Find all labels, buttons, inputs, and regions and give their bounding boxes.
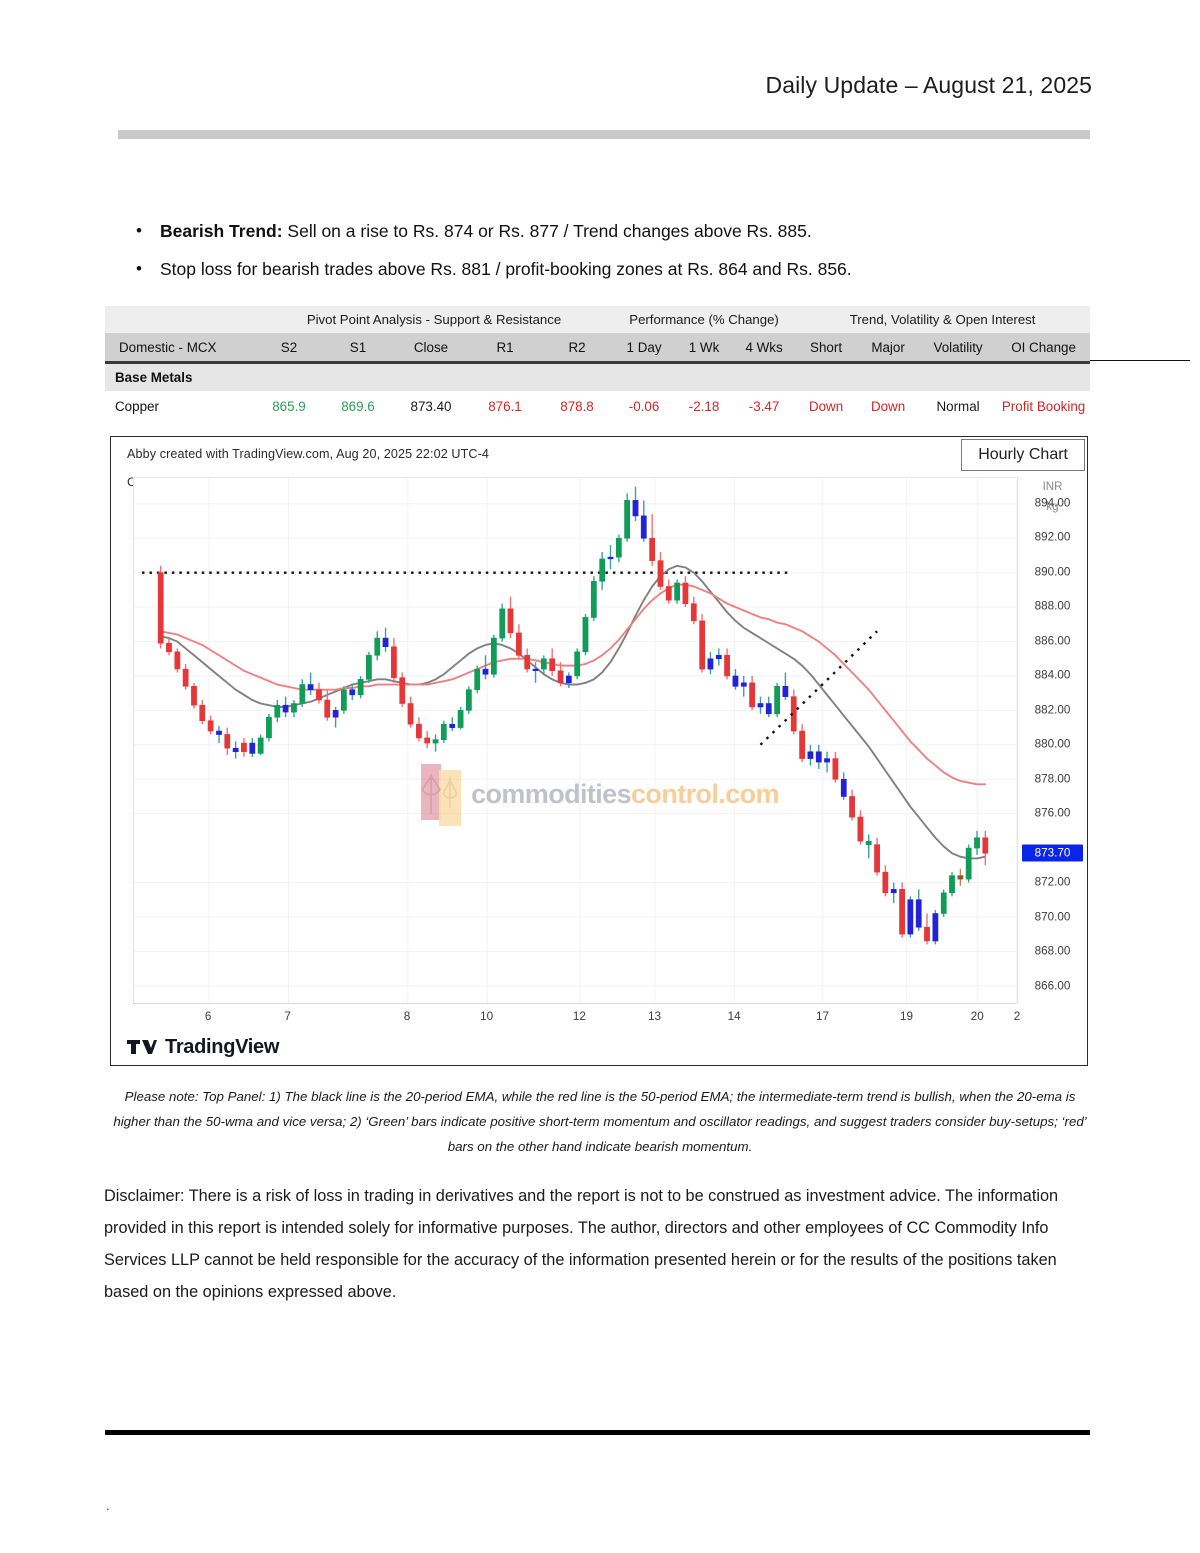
table-header-rule: [105, 361, 1091, 364]
list-item: • Bearish Trend: Sell on a rise to Rs. 8…: [130, 218, 1090, 244]
price-chart[interactable]: Abby created with TradingView.com, Aug 2…: [110, 436, 1088, 1066]
price-tick: 884.00: [1034, 668, 1071, 682]
table-cell: Down: [857, 390, 920, 422]
time-tick: 7: [284, 1010, 291, 1023]
table-column-header[interactable]: OI Change: [997, 333, 1091, 361]
bullet-body: Sell on a rise to Rs. 874 or Rs. 877 / T…: [282, 221, 812, 241]
price-tick: 866.00: [1034, 979, 1071, 993]
table-cell: Normal: [919, 390, 998, 422]
price-tick: 878.00: [1034, 772, 1071, 786]
table-group-header-row: Pivot Point Analysis - Support & Resista…: [105, 306, 1091, 333]
bullet-text: Stop loss for bearish trades above Rs. 8…: [160, 256, 852, 282]
candlestick-svg: [134, 478, 1017, 1003]
table-category-label: Base Metals: [105, 363, 1091, 391]
price-tick: 868.00: [1034, 944, 1071, 958]
table-cell: 865.9: [255, 390, 323, 422]
bullet-text: Bearish Trend: Sell on a rise to Rs. 874…: [160, 218, 812, 244]
table-column-header[interactable]: S1: [323, 333, 393, 361]
trailing-mark: .: [106, 1498, 110, 1513]
pivot-performance-table: Pivot Point Analysis - Support & Resista…: [105, 306, 1091, 422]
table-group-header: [105, 306, 255, 333]
table-column-header[interactable]: 1 Wk: [675, 333, 734, 361]
footer-divider: [105, 1430, 1090, 1435]
price-tick: 886.00: [1034, 634, 1071, 648]
time-tick: 20: [970, 1010, 984, 1023]
price-tick: 892.00: [1034, 530, 1071, 544]
bullet-icon: •: [136, 221, 142, 240]
disclaimer-text: Disclaimer: There is a risk of loss in t…: [104, 1187, 1059, 1301]
table-cell: 878.8: [541, 390, 614, 422]
time-tick: 17: [816, 1010, 830, 1023]
table-group-header: Pivot Point Analysis - Support & Resista…: [255, 306, 614, 333]
bullet-lead: Bearish Trend:: [160, 221, 283, 241]
table-cell: 869.6: [323, 390, 393, 422]
hourly-chart-badge: Hourly Chart: [961, 439, 1085, 471]
table-column-header[interactable]: R1: [469, 333, 541, 361]
time-tick: 19: [899, 1010, 914, 1023]
row-commodity-name: Copper: [105, 390, 255, 422]
table-cell: Down: [795, 390, 858, 422]
table-column-header[interactable]: Close: [393, 333, 469, 361]
price-tick: 890.00: [1034, 565, 1071, 579]
price-tick: 880.00: [1034, 737, 1071, 751]
table-column-header[interactable]: 1 Day: [613, 333, 676, 361]
table-column-header[interactable]: Major: [857, 333, 920, 361]
price-tick: 872.00: [1034, 875, 1071, 889]
price-tick: 876.00: [1034, 806, 1071, 820]
table-cell: -2.18: [675, 390, 734, 422]
chart-credit: Abby created with TradingView.com, Aug 2…: [127, 447, 489, 461]
time-tick: 12: [572, 1010, 586, 1023]
bullet-icon: •: [136, 259, 142, 278]
table-column-header[interactable]: R2: [541, 333, 614, 361]
table-cell: -0.06: [613, 390, 676, 422]
table-cell: -3.47: [733, 390, 796, 422]
time-tick: 2: [1013, 1010, 1021, 1023]
price-unit-currency: INR: [1042, 481, 1063, 493]
price-axis[interactable]: INR kg 894.00 892.00 890.00 888.00 886.00 884…: [1017, 477, 1087, 1003]
list-item: • Stop loss for bearish trades above Rs.…: [130, 256, 1090, 282]
price-tick: 870.00: [1034, 910, 1071, 924]
key-points-list: • Bearish Trend: Sell on a rise to Rs. 8…: [130, 218, 1090, 294]
time-tick: 8: [403, 1010, 411, 1023]
table-group-header: Performance (% Change): [613, 306, 796, 333]
tradingview-mark-icon: [127, 1039, 157, 1054]
table-column-header[interactable]: Volatility: [919, 333, 998, 361]
price-tick: 882.00: [1034, 703, 1071, 717]
table-header-row: Domestic - MCX S2 S1 Close R1 R2 1 Day 1 Wk 4 Wk…: [105, 333, 1091, 361]
time-axis[interactable]: 6 7 8 10 12 13 14 17 19 20 2: [133, 1003, 1020, 1031]
table-row[interactable]: Copper 865.9 869.6 873.40 876.1 878.8 -0.06 -2.…: [105, 390, 1091, 422]
table-column-header[interactable]: Domestic - MCX: [105, 333, 255, 361]
document-date-header: Daily Update – August 21, 2025: [765, 72, 1092, 98]
current-price-tag: 873.70: [1022, 844, 1083, 862]
chart-plot-area[interactable]: [133, 477, 1017, 1003]
price-tick: 894.00: [1034, 496, 1071, 510]
bullet-body: Stop loss for bearish trades above Rs. 8…: [160, 259, 852, 279]
time-tick: 14: [727, 1010, 741, 1023]
time-tick: 10: [480, 1010, 494, 1023]
tradingview-wordmark: TradingView: [165, 1036, 280, 1058]
header-divider: [118, 130, 1090, 139]
chart-please-note: Please note: Top Panel: 1) The black lin…: [113, 1089, 1087, 1154]
table-column-header[interactable]: Short: [795, 333, 858, 361]
price-unit-weight: kg: [1046, 501, 1059, 513]
table-cell: 873.40: [393, 390, 469, 422]
table-cell: 876.1: [469, 390, 541, 422]
table-column-header[interactable]: 4 Wks: [733, 333, 796, 361]
time-tick: 13: [648, 1010, 662, 1023]
table-cell: Profit Booking: [997, 390, 1091, 422]
table-category-row: Base Metals: [105, 363, 1091, 391]
table-column-header[interactable]: S2: [255, 333, 323, 361]
price-tick: 888.00: [1034, 599, 1071, 613]
time-tick: 6: [204, 1010, 212, 1023]
table-group-header: Trend, Volatility & Open Interest: [795, 306, 1091, 333]
tradingview-logo[interactable]: TradingView: [127, 1036, 279, 1059]
